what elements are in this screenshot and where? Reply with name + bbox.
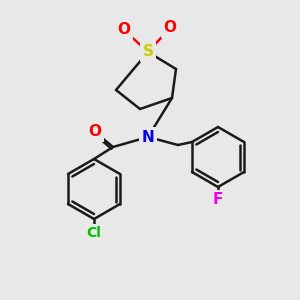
- Text: O: O: [118, 22, 130, 38]
- Text: O: O: [164, 20, 176, 35]
- Text: O: O: [88, 124, 101, 140]
- Text: S: S: [142, 44, 154, 59]
- Text: Cl: Cl: [87, 226, 101, 240]
- Text: F: F: [213, 193, 223, 208]
- Text: N: N: [142, 130, 154, 145]
